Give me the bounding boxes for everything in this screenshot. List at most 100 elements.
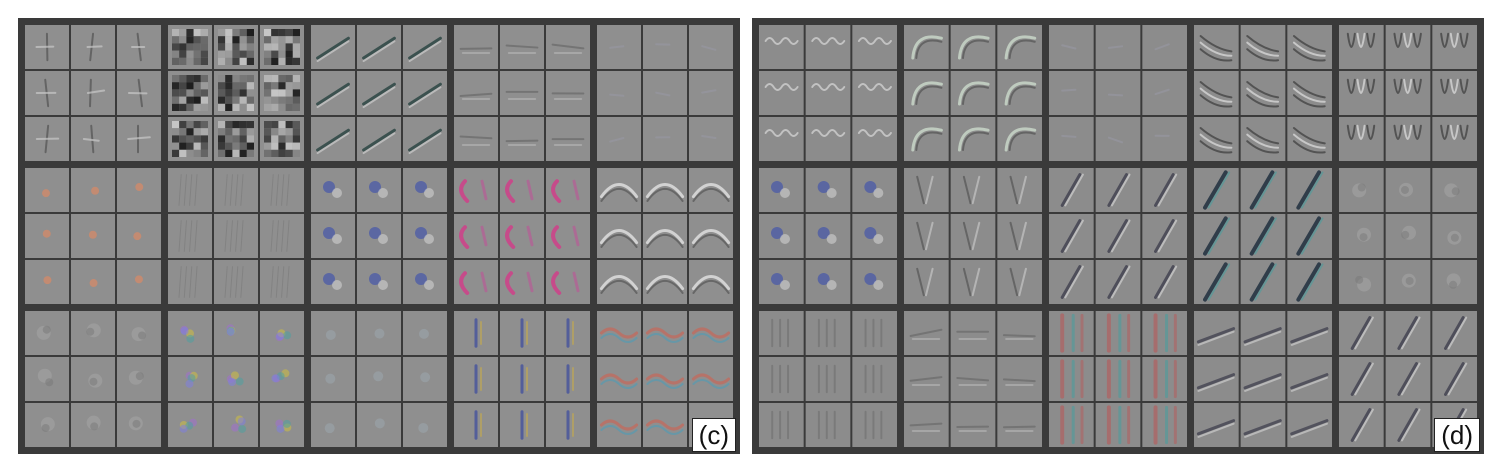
filter-tile [25, 71, 69, 115]
filter-tile [997, 168, 1042, 212]
filter-tile [1240, 260, 1286, 304]
filter-tile [1385, 214, 1431, 258]
filter-tile [1385, 71, 1431, 115]
filter-tile [852, 311, 897, 355]
filter-tile [500, 25, 544, 69]
filter-tile [311, 25, 355, 69]
filter-tile [168, 117, 212, 161]
filter-tile [597, 71, 641, 115]
filter-tile [1142, 311, 1187, 355]
filter-tile [25, 117, 69, 161]
filter-tile [357, 117, 401, 161]
filter-tile [357, 403, 401, 447]
filter-tile [852, 25, 897, 69]
filter-tile [997, 25, 1042, 69]
filter-tile [1240, 25, 1286, 69]
filter-tile [454, 168, 498, 212]
filter-tile [1194, 403, 1239, 447]
filter-tile [997, 71, 1042, 115]
filter-block [759, 311, 897, 447]
filter-tile [1385, 25, 1431, 69]
filter-tile [805, 168, 851, 212]
filter-tile [403, 71, 447, 115]
filter-tile [168, 25, 212, 69]
filter-tile [117, 71, 161, 115]
filter-tile [950, 357, 996, 401]
filter-tile [1095, 71, 1141, 115]
filter-tile [689, 168, 733, 212]
filter-tile [1049, 311, 1094, 355]
filter-tile [25, 311, 69, 355]
filter-tile [214, 260, 258, 304]
filter-tile [454, 403, 498, 447]
filter-tile [1432, 168, 1477, 212]
filter-tile [403, 260, 447, 304]
filter-tile [500, 311, 544, 355]
filter-block [1194, 168, 1332, 304]
filter-tile [805, 311, 851, 355]
filter-tile [357, 71, 401, 115]
filter-tile [71, 260, 115, 304]
filter-tile [71, 403, 115, 447]
filter-tile [214, 117, 258, 161]
filter-tile [597, 214, 641, 258]
filter-tile [117, 403, 161, 447]
filter-tile [1339, 403, 1384, 447]
filter-tile [759, 214, 804, 258]
filter-tile [904, 25, 949, 69]
filter-tile [260, 117, 304, 161]
filter-tile [689, 311, 733, 355]
filter-tile [403, 311, 447, 355]
filter-tile [168, 311, 212, 355]
filter-block [904, 311, 1042, 447]
filter-tile [357, 168, 401, 212]
filter-tile [904, 168, 949, 212]
filter-tile [1049, 260, 1094, 304]
filter-tile [311, 117, 355, 161]
filter-tile [214, 25, 258, 69]
filter-tile [1432, 117, 1477, 161]
filter-block [759, 25, 897, 161]
filter-tile [1095, 311, 1141, 355]
filter-tile [260, 311, 304, 355]
filter-tile [904, 71, 949, 115]
filter-tile [1385, 117, 1431, 161]
filter-tile [1240, 403, 1286, 447]
filter-tile [311, 71, 355, 115]
filter-tile [1194, 357, 1239, 401]
filter-tile [357, 357, 401, 401]
filter-tile [852, 214, 897, 258]
filter-tile [25, 168, 69, 212]
filter-block [311, 25, 447, 161]
filter-tile [71, 311, 115, 355]
filter-tile [597, 25, 641, 69]
filter-grid-c [25, 25, 733, 447]
filter-block [168, 168, 304, 304]
filter-block [1339, 168, 1477, 304]
filter-tile [597, 260, 641, 304]
filter-tile [1095, 403, 1141, 447]
filter-block [904, 168, 1042, 304]
filter-tile [1287, 214, 1332, 258]
filter-tile [904, 403, 949, 447]
filter-tile [1287, 311, 1332, 355]
filter-tile [759, 25, 804, 69]
filter-tile [643, 71, 687, 115]
filter-tile [500, 260, 544, 304]
filter-tile [1240, 168, 1286, 212]
filter-tile [1385, 357, 1431, 401]
filter-tile [260, 25, 304, 69]
filter-tile [214, 214, 258, 258]
filter-tile [759, 168, 804, 212]
filter-tile [950, 214, 996, 258]
filter-tile [500, 71, 544, 115]
filter-block [454, 168, 590, 304]
filter-tile [500, 117, 544, 161]
filter-tile [950, 25, 996, 69]
filter-tile [1142, 168, 1187, 212]
filter-tile [1339, 25, 1384, 69]
filter-tile [260, 260, 304, 304]
filter-tile [168, 357, 212, 401]
filter-tile [311, 214, 355, 258]
panel-d: (d) [752, 18, 1484, 454]
